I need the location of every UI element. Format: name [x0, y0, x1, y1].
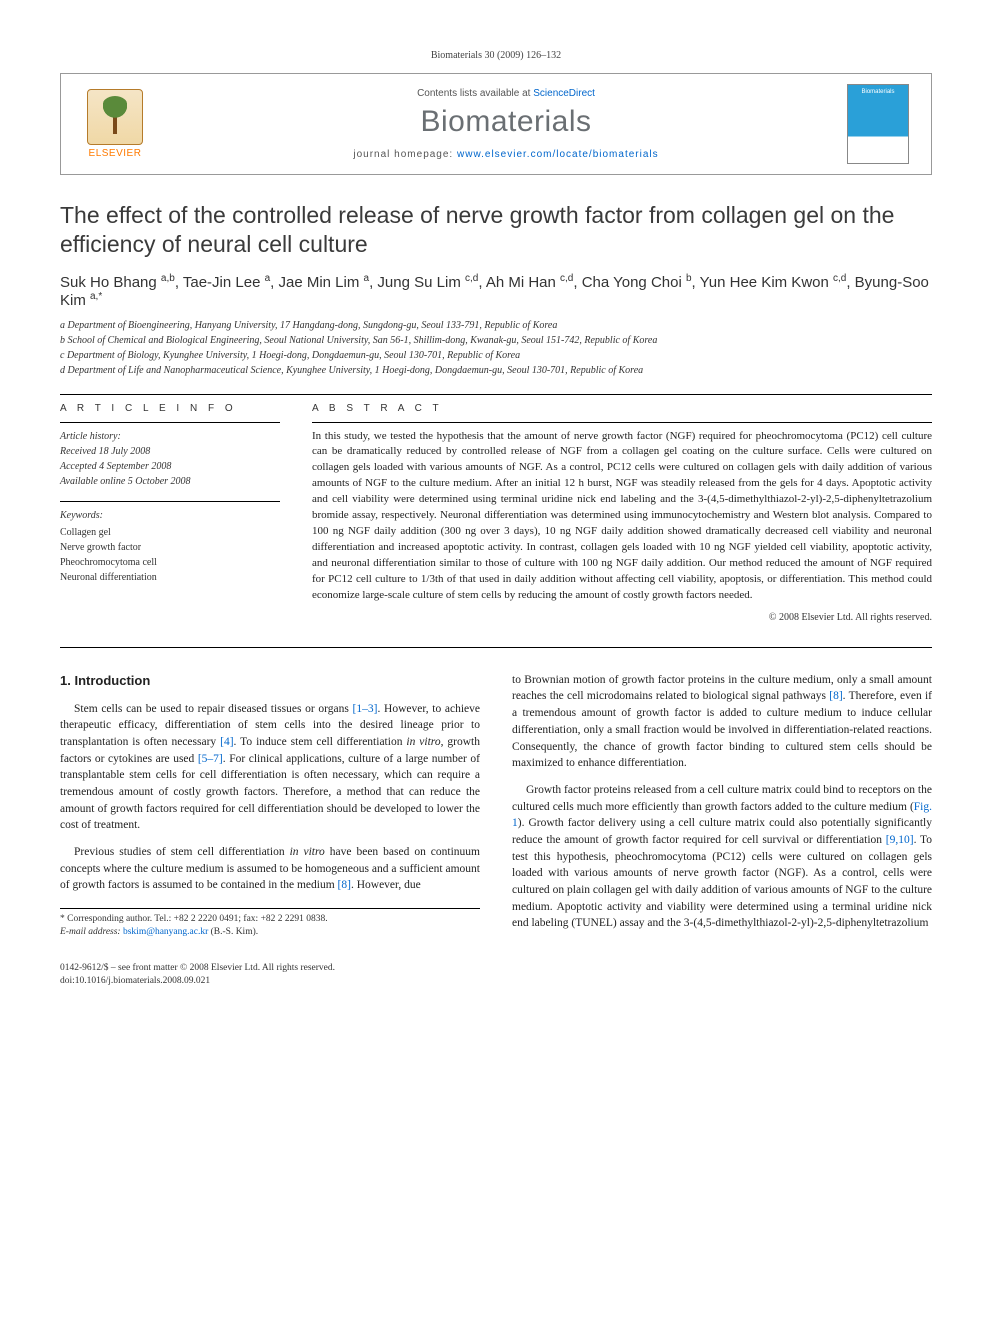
affiliation-a: a Department of Bioengineering, Hanyang …: [60, 319, 932, 333]
contents-prefix: Contents lists available at: [417, 88, 533, 99]
journal-homepage-link[interactable]: www.elsevier.com/locate/biomaterials: [457, 149, 659, 160]
section-heading-introduction: 1. Introduction: [60, 672, 480, 691]
abstract-label: A B S T R A C T: [312, 403, 932, 414]
page-footer: 0142-9612/$ – see front matter © 2008 El…: [60, 962, 932, 989]
publisher-logo: ELSEVIER: [75, 84, 155, 164]
abstract-copyright: © 2008 Elsevier Ltd. All rights reserved…: [312, 612, 932, 623]
keyword: Collagen gel: [60, 525, 280, 540]
author-list: Suk Ho Bhang a,b, Tae-Jin Lee a, Jae Min…: [60, 273, 932, 309]
divider: [60, 394, 932, 395]
journal-cover-thumbnail: [847, 84, 909, 164]
history-online: Available online 5 October 2008: [60, 474, 280, 489]
corr-email-link[interactable]: bskim@hanyang.ac.kr: [123, 927, 208, 937]
body-text: 1. Introduction Stem cells can be used t…: [60, 672, 932, 942]
keyword: Nerve growth factor: [60, 540, 280, 555]
affiliation-d: d Department of Life and Nanopharmaceuti…: [60, 364, 932, 378]
body-paragraph: Growth factor proteins released from a c…: [512, 782, 932, 932]
abstract-text: In this study, we tested the hypothesis …: [312, 422, 932, 604]
corr-email-label: E-mail address:: [60, 927, 123, 937]
keywords-header: Keywords:: [60, 508, 280, 523]
article-history: Article history: Received 18 July 2008 A…: [60, 422, 280, 489]
keyword: Neuronal differentiation: [60, 570, 280, 585]
divider: [60, 647, 932, 648]
article-info-label: A R T I C L E I N F O: [60, 403, 280, 414]
abstract-column: A B S T R A C T In this study, we tested…: [312, 403, 932, 623]
elsevier-tree-icon: [87, 89, 143, 145]
affiliation-c: c Department of Biology, Kyunghee Univer…: [60, 349, 932, 363]
affiliation-b: b School of Chemical and Biological Engi…: [60, 334, 932, 348]
running-head: Biomaterials 30 (2009) 126–132: [60, 50, 932, 61]
publisher-name: ELSEVIER: [89, 148, 142, 159]
article-info-column: A R T I C L E I N F O Article history: R…: [60, 403, 280, 623]
corr-line: * Corresponding author. Tel.: +82 2 2220…: [60, 913, 480, 926]
body-paragraph: Stem cells can be used to repair disease…: [60, 701, 480, 834]
affiliations: a Department of Bioengineering, Hanyang …: [60, 319, 932, 378]
keyword: Pheochromocytoma cell: [60, 555, 280, 570]
journal-homepage-line: journal homepage: www.elsevier.com/locat…: [175, 149, 837, 160]
footer-front-matter: 0142-9612/$ – see front matter © 2008 El…: [60, 962, 932, 975]
homepage-prefix: journal homepage:: [353, 149, 457, 160]
sciencedirect-link[interactable]: ScienceDirect: [533, 88, 595, 99]
footer-doi: doi:10.1016/j.biomaterials.2008.09.021: [60, 975, 932, 988]
corresponding-author-footnote: * Corresponding author. Tel.: +82 2 2220…: [60, 908, 480, 940]
journal-name: Biomaterials: [175, 105, 837, 139]
article-title: The effect of the controlled release of …: [60, 201, 932, 259]
body-paragraph: Previous studies of stem cell differenti…: [60, 844, 480, 894]
keywords-block: Keywords: Collagen gel Nerve growth fact…: [60, 501, 280, 585]
journal-masthead: ELSEVIER Contents lists available at Sci…: [60, 73, 932, 175]
history-accepted: Accepted 4 September 2008: [60, 459, 280, 474]
contents-available-line: Contents lists available at ScienceDirec…: [175, 88, 837, 99]
corr-email-tail: (B.-S. Kim).: [208, 927, 258, 937]
body-paragraph: to Brownian motion of growth factor prot…: [512, 672, 932, 772]
history-header: Article history:: [60, 429, 280, 444]
history-received: Received 18 July 2008: [60, 444, 280, 459]
